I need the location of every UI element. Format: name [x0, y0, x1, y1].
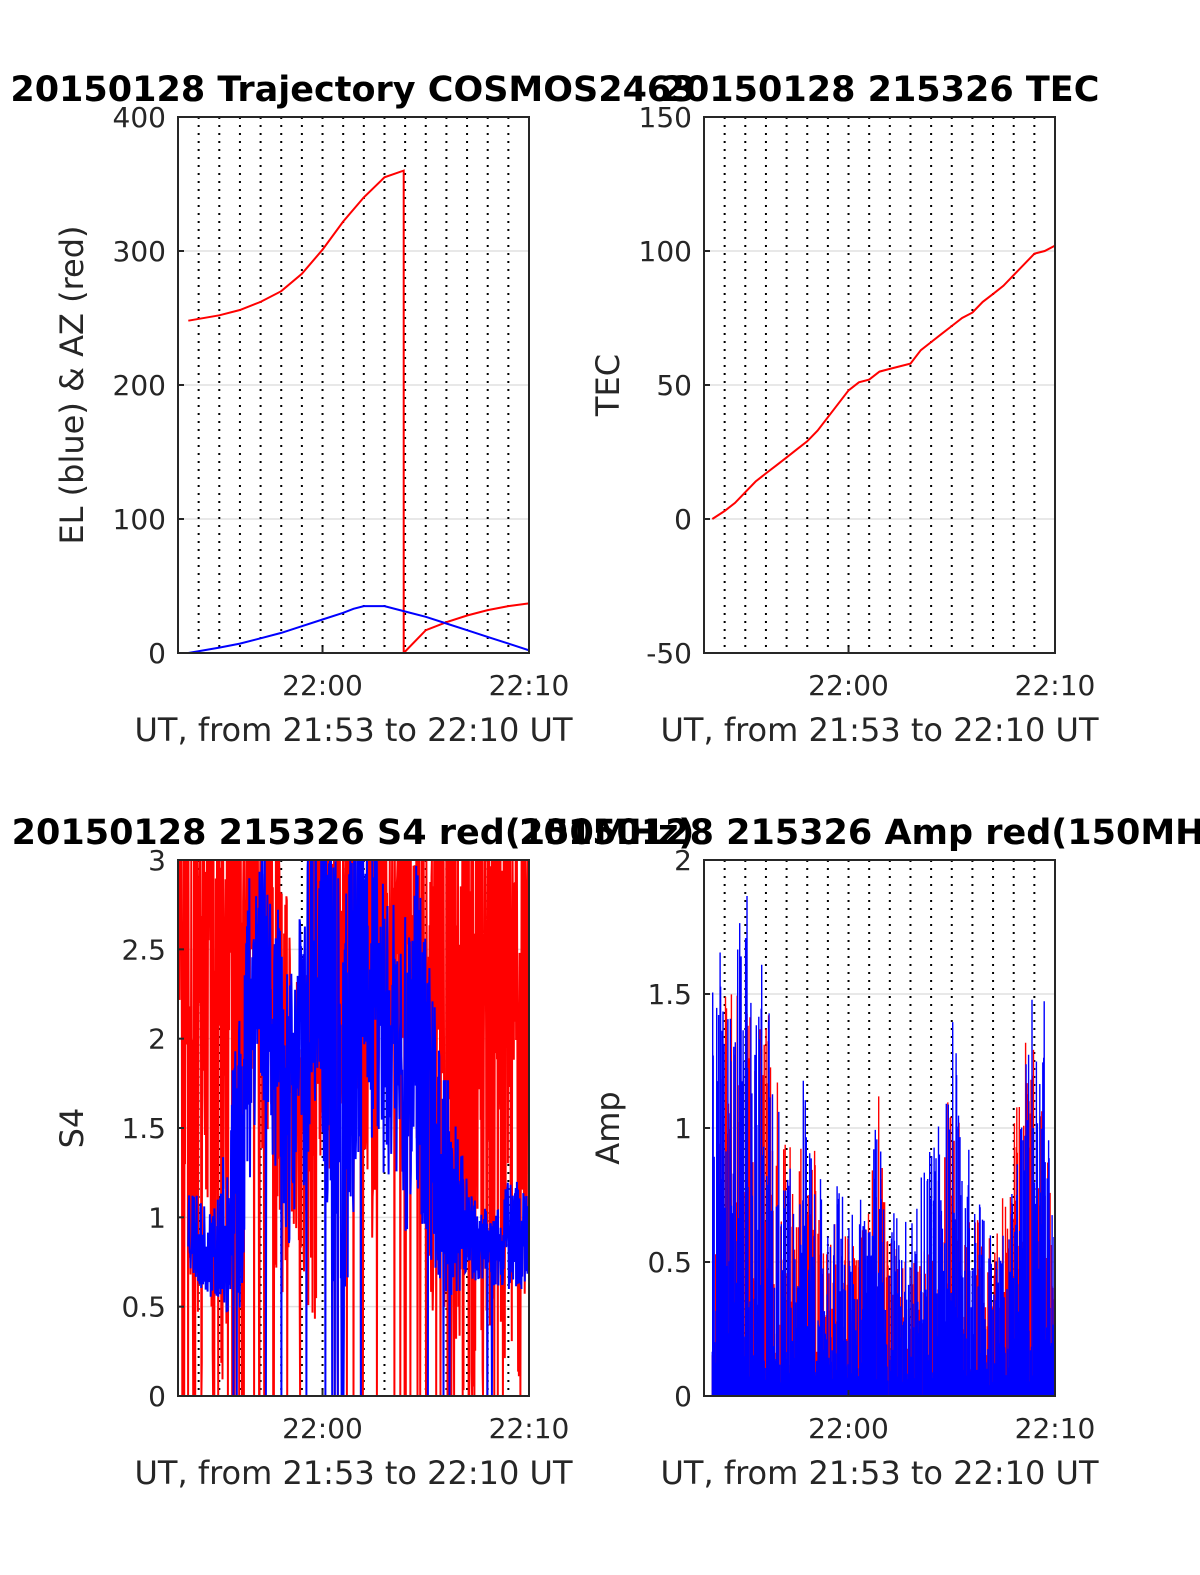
- y-tick-label: 3: [148, 844, 166, 877]
- y-tick-label: 100: [113, 503, 166, 536]
- y-tick-label: 1.5: [121, 1112, 166, 1145]
- x-tick-label: 22:10: [489, 1412, 570, 1445]
- x-axis-label: UT, from 21:53 to 22:10 UT: [661, 711, 1099, 749]
- y-tick-label: 0: [674, 503, 692, 536]
- chart-title: 20150128 215326 S4 red(150MHz): [12, 813, 695, 853]
- chart-panel-2: -50 0 50 100 150 22:00 22:10 UT, from 21:53 to …: [589, 70, 1099, 749]
- plot-area: [711, 244, 1055, 520]
- chart-title: 20150128 215326 Amp red(150MHz): [519, 813, 1200, 853]
- y-tick-label: 1.5: [647, 978, 692, 1011]
- chart-panel-1: 0 100 200 300 400 22:00 22:10 UT, from 21:53 to…: [10, 70, 695, 749]
- chart-title: 20150128 215326 TEC: [661, 70, 1100, 110]
- y-tick-label: 0.5: [121, 1291, 166, 1324]
- y-tick-label: 300: [113, 235, 166, 268]
- y-tick-label: 2: [148, 1023, 166, 1056]
- y-axis-label: Amp: [589, 1091, 627, 1164]
- y-tick-label: 0.5: [647, 1246, 692, 1279]
- plot-area: [178, 860, 529, 1396]
- y-tick-label: 1: [674, 1112, 692, 1145]
- y-tick-label: 0: [148, 1380, 166, 1413]
- series-blue-bars: [711, 896, 1055, 1396]
- x-axis-label: UT, from 21:53 to 22:10 UT: [135, 711, 573, 749]
- series-red-line: [711, 244, 1055, 520]
- x-tick-label: 22:10: [1015, 669, 1096, 702]
- plot-area: [711, 896, 1055, 1396]
- chart-panel-3: 0 0.5 1 1.5 2 2.5 3 22:00 22:10 UT, from 21:53 to…: [12, 813, 695, 1492]
- x-axis-label: UT, from 21:53 to 22:10 UT: [135, 1454, 573, 1492]
- y-axis-label: EL (blue) & AZ (red): [53, 225, 91, 544]
- y-axis-label: S4: [53, 1108, 91, 1149]
- series-blue-line: [187, 860, 529, 1396]
- series-red-line: [188, 169, 529, 653]
- y-tick-label: 200: [113, 369, 166, 402]
- x-tick-label: 22:00: [808, 669, 889, 702]
- x-tick-label: 22:00: [808, 1412, 889, 1445]
- series-blue-line: [188, 605, 529, 653]
- plot-area: [188, 169, 529, 653]
- x-tick-label: 22:10: [1015, 1412, 1096, 1445]
- y-tick-label: 50: [656, 369, 692, 402]
- x-tick-label: 22:00: [282, 1412, 363, 1445]
- chart-panel-4: 0 0.5 1 1.5 2 22:00 22:10 UT, from 21:53 to 22:…: [519, 813, 1200, 1492]
- y-tick-label: 0: [148, 637, 166, 670]
- chart-title: 20150128 Trajectory COSMOS2463: [10, 70, 695, 110]
- y-tick-label: 1: [148, 1201, 166, 1234]
- y-tick-label: 100: [639, 235, 692, 268]
- x-tick-label: 22:00: [282, 669, 363, 702]
- y-axis-label: TEC: [589, 354, 627, 417]
- y-tick-label: 0: [674, 1380, 692, 1413]
- y-tick-label: -50: [646, 637, 692, 670]
- y-tick-label: 150: [639, 101, 692, 134]
- y-tick-label: 2: [674, 844, 692, 877]
- y-tick-label: 2.5: [121, 933, 166, 966]
- x-axis-label: UT, from 21:53 to 22:10 UT: [661, 1454, 1099, 1492]
- y-tick-label: 400: [113, 101, 166, 134]
- x-tick-label: 22:10: [489, 669, 570, 702]
